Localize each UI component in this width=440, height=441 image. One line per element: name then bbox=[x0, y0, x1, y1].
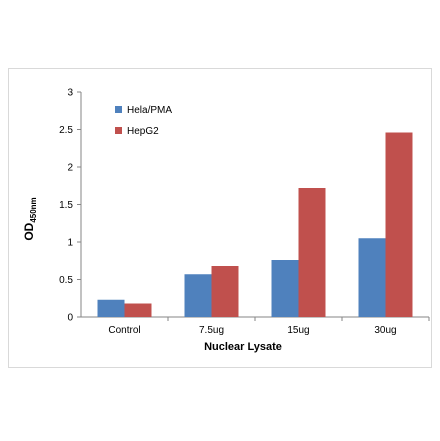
bar-hela-pma bbox=[358, 238, 386, 317]
plot-area: 0 0.5 1 1.5 2 2.5 3 Control 7.5ug 15ug 30ug Hela/PM… bbox=[59, 88, 430, 336]
legend-label: Hela/PMA bbox=[127, 105, 172, 116]
legend-label: HepG2 bbox=[127, 126, 159, 137]
bar-hela-pma bbox=[271, 260, 299, 317]
bar-hepg2 bbox=[124, 303, 152, 317]
y-axis-title: OD450nm bbox=[22, 197, 38, 240]
legend-swatch bbox=[115, 106, 122, 113]
x-tick-label: 7.5ug bbox=[199, 325, 224, 336]
y-tick-label: 0 bbox=[67, 313, 73, 324]
legend-swatch bbox=[115, 127, 122, 134]
svg-text:OD450nm: OD450nm bbox=[22, 197, 38, 240]
y-tick-label: 0.5 bbox=[59, 275, 73, 286]
bar-hepg2 bbox=[298, 188, 326, 317]
bar-chart: OD450nm Nuclear Lysate 0 0.5 1 1.5 2 2.5 3 Cont… bbox=[22, 88, 430, 353]
x-axis-title: Nuclear Lysate bbox=[204, 341, 282, 353]
y-tick-label: 1 bbox=[67, 238, 73, 249]
x-tick-label: 30ug bbox=[374, 325, 396, 336]
chart-frame: OD450nm Nuclear Lysate 0 0.5 1 1.5 2 2.5 3 Cont… bbox=[8, 68, 432, 368]
bar-hela-pma bbox=[97, 299, 125, 317]
y-tick-label: 2.5 bbox=[59, 125, 73, 136]
x-tick-label: Control bbox=[108, 325, 140, 336]
y-tick-label: 1.5 bbox=[59, 200, 73, 211]
bar-hepg2 bbox=[385, 132, 413, 317]
y-axis-title-main: OD bbox=[22, 222, 36, 240]
y-tick-label: 3 bbox=[67, 88, 73, 99]
y-tick-label: 2 bbox=[67, 163, 73, 174]
x-tick-label: 15ug bbox=[287, 325, 309, 336]
y-axis-title-sub: 450nm bbox=[29, 197, 38, 222]
bar-hela-pma bbox=[184, 274, 212, 317]
bar-hepg2 bbox=[211, 266, 239, 317]
